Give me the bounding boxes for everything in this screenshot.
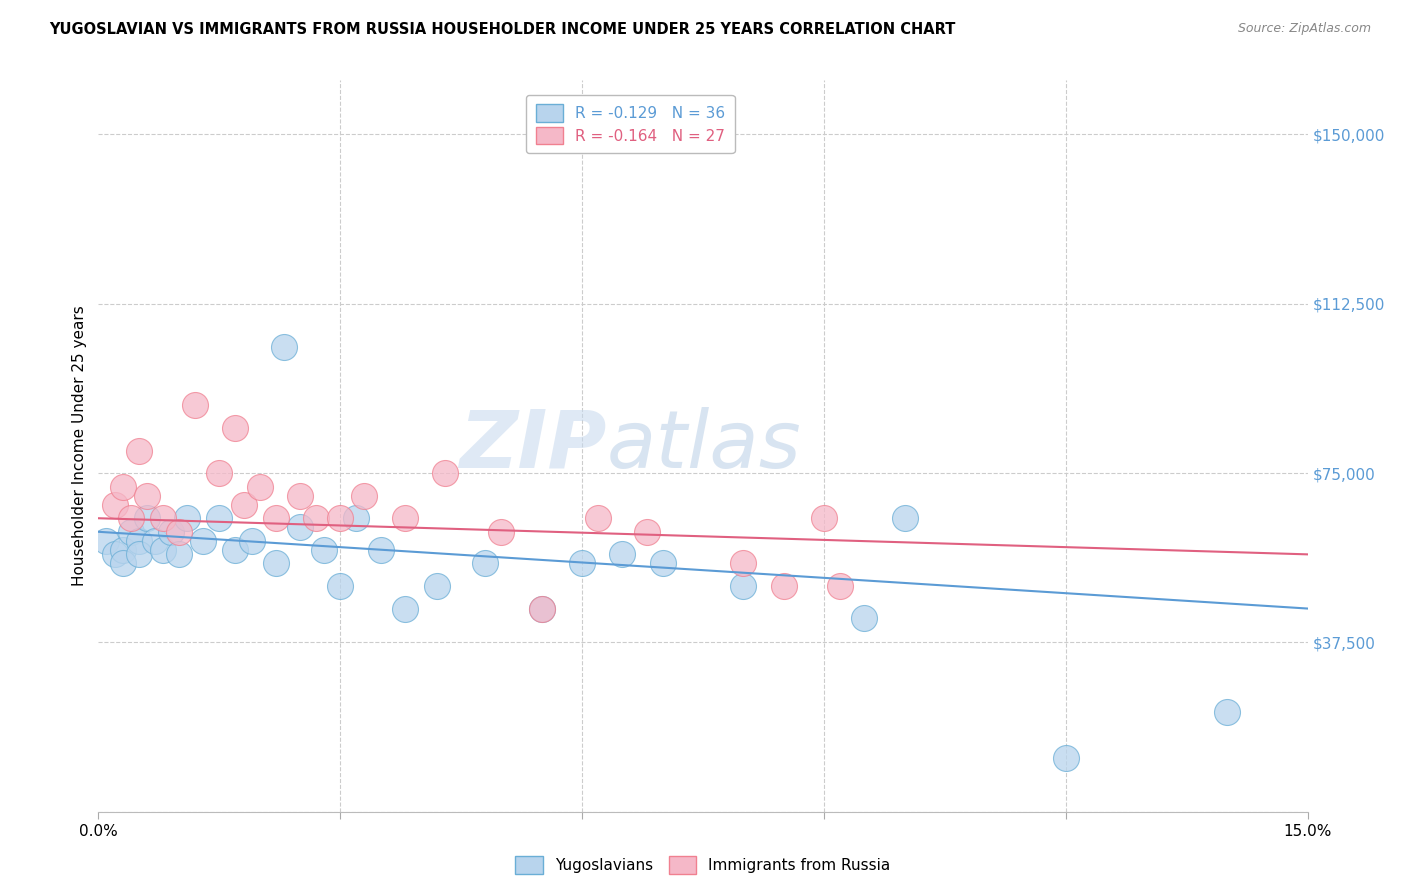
Point — [103, 547, 125, 561]
Point — [1216, 706, 1239, 720]
Point — [733, 579, 755, 593]
Point — [612, 547, 634, 561]
Point — [733, 557, 755, 571]
Point — [314, 542, 336, 557]
Point — [96, 533, 118, 548]
Point — [828, 579, 851, 593]
Point — [893, 511, 915, 525]
Point — [128, 547, 150, 561]
Point — [135, 511, 157, 525]
Point — [394, 601, 416, 615]
Point — [394, 511, 416, 525]
Point — [853, 610, 876, 624]
Point — [224, 421, 246, 435]
Point — [208, 466, 231, 480]
Point — [571, 557, 593, 571]
Point — [135, 489, 157, 503]
Point — [224, 542, 246, 557]
Point — [426, 579, 449, 593]
Point — [167, 547, 190, 561]
Point — [288, 489, 311, 503]
Point — [128, 443, 150, 458]
Point — [152, 542, 174, 557]
Point — [264, 511, 287, 525]
Point — [111, 480, 134, 494]
Point — [813, 511, 835, 525]
Point — [128, 533, 150, 548]
Point — [120, 511, 142, 525]
Point — [232, 498, 254, 512]
Legend: R = -0.129   N = 36, R = -0.164   N = 27: R = -0.129 N = 36, R = -0.164 N = 27 — [526, 95, 734, 153]
Point — [530, 601, 553, 615]
Text: Source: ZipAtlas.com: Source: ZipAtlas.com — [1237, 22, 1371, 36]
Point — [249, 480, 271, 494]
Text: YUGOSLAVIAN VS IMMIGRANTS FROM RUSSIA HOUSEHOLDER INCOME UNDER 25 YEARS CORRELAT: YUGOSLAVIAN VS IMMIGRANTS FROM RUSSIA HO… — [49, 22, 956, 37]
Point — [240, 533, 263, 548]
Point — [160, 524, 183, 539]
Point — [273, 340, 295, 354]
Point — [353, 489, 375, 503]
Y-axis label: Householder Income Under 25 years: Householder Income Under 25 years — [72, 306, 87, 586]
Point — [264, 557, 287, 571]
Point — [1054, 750, 1077, 764]
Point — [111, 542, 134, 557]
Point — [772, 579, 794, 593]
Point — [305, 511, 328, 525]
Point — [167, 524, 190, 539]
Point — [329, 511, 352, 525]
Point — [111, 557, 134, 571]
Point — [193, 533, 215, 548]
Point — [288, 520, 311, 534]
Point — [474, 557, 496, 571]
Point — [586, 511, 609, 525]
Point — [651, 557, 673, 571]
Point — [370, 542, 392, 557]
Point — [120, 524, 142, 539]
Point — [530, 601, 553, 615]
Text: ZIP: ZIP — [458, 407, 606, 485]
Point — [636, 524, 658, 539]
Point — [491, 524, 513, 539]
Point — [208, 511, 231, 525]
Point — [344, 511, 367, 525]
Point — [103, 498, 125, 512]
Legend: Yugoslavians, Immigrants from Russia: Yugoslavians, Immigrants from Russia — [509, 850, 897, 880]
Point — [143, 533, 166, 548]
Point — [329, 579, 352, 593]
Point — [176, 511, 198, 525]
Text: atlas: atlas — [606, 407, 801, 485]
Point — [434, 466, 457, 480]
Point — [152, 511, 174, 525]
Point — [184, 398, 207, 412]
